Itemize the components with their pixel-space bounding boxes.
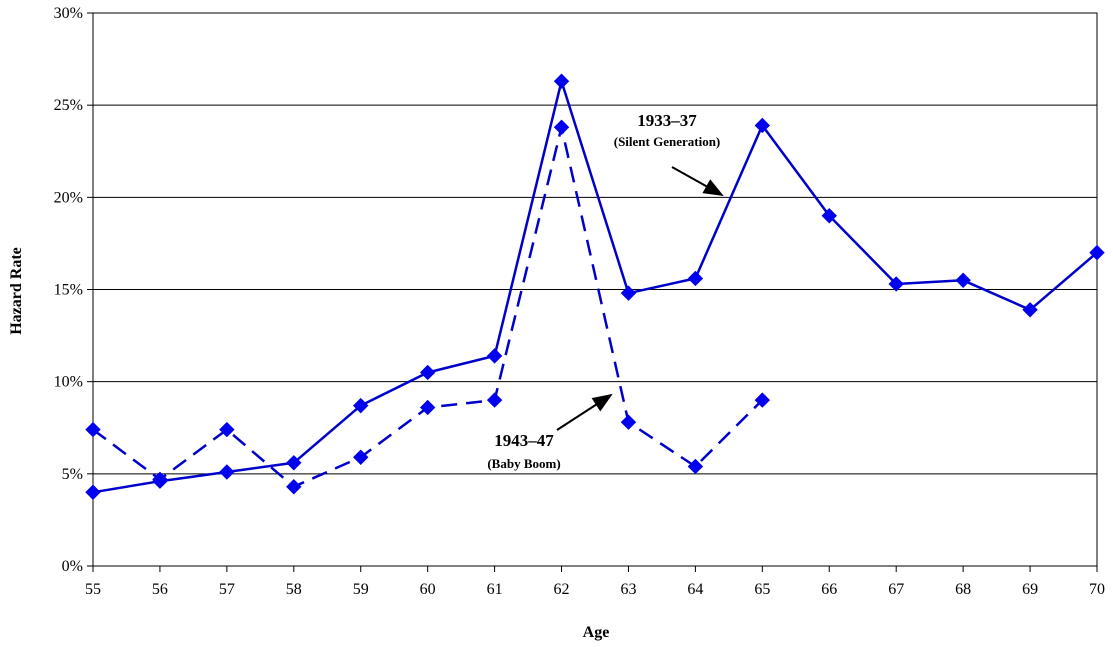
data-point-marker xyxy=(754,117,771,134)
axes xyxy=(87,12,1098,572)
x-tick-label: 55 xyxy=(85,581,101,598)
y-axis-title: Hazard Rate xyxy=(8,247,25,335)
data-point-marker xyxy=(1089,244,1105,261)
y-tick-label: 25% xyxy=(54,97,83,114)
x-tick-label: 63 xyxy=(620,581,636,598)
annotation-baby-boom-arrow xyxy=(556,393,613,431)
data-point-marker xyxy=(620,285,637,301)
data-point-marker xyxy=(419,399,436,416)
data-point-marker xyxy=(955,272,971,288)
y-tick-label: 5% xyxy=(62,466,83,483)
series-solid xyxy=(85,73,1105,500)
data-point-marker xyxy=(286,479,302,495)
x-tick-label: 67 xyxy=(888,581,904,598)
x-tick-label: 57 xyxy=(219,581,235,598)
series-line-solid xyxy=(92,79,1098,494)
x-tick-label: 59 xyxy=(353,581,369,598)
data-point-marker xyxy=(486,392,503,408)
data-point-marker xyxy=(620,414,637,430)
data-point-marker xyxy=(152,471,168,488)
x-tick-label: 69 xyxy=(1022,581,1038,598)
x-tick-label: 70 xyxy=(1089,581,1105,598)
data-point-marker xyxy=(1022,302,1038,318)
x-tick-label: 65 xyxy=(754,581,770,598)
gridlines xyxy=(93,104,1097,475)
annotation-baby-boom-label: 1943–47 xyxy=(494,431,554,450)
data-point-marker xyxy=(486,348,503,364)
data-point-marker xyxy=(821,208,837,224)
x-tick-label: 62 xyxy=(554,581,570,598)
annotation-silent-generation: 1933–37 (Silent Generation) xyxy=(614,111,724,196)
data-point-marker xyxy=(85,484,101,500)
x-tick-label: 56 xyxy=(152,581,168,598)
x-tick-label: 58 xyxy=(286,581,302,598)
series-line-dashed xyxy=(92,126,764,488)
data-point-marker xyxy=(754,392,771,408)
data-point-marker xyxy=(553,73,570,89)
x-tick-label: 68 xyxy=(955,581,971,598)
x-axis-title: Age xyxy=(583,624,610,641)
y-tick-label: 20% xyxy=(54,189,83,206)
data-point-marker xyxy=(286,455,302,471)
annotation-silent-generation-label: 1933–37 xyxy=(637,111,697,130)
x-tick-label: 66 xyxy=(821,581,837,598)
data-point-marker xyxy=(219,421,235,438)
annotation-silent-generation-arrow xyxy=(671,166,724,196)
series-group xyxy=(85,73,1105,500)
data-point-marker xyxy=(353,449,369,465)
data-point-marker xyxy=(85,421,101,438)
data-point-marker xyxy=(553,119,570,135)
tick-labels: 0% 5% 10% 15% 20% 25% 30% 55 56 57 58 59 60 61 62 63 64 6… xyxy=(54,5,1105,598)
data-point-marker xyxy=(419,364,436,381)
data-point-marker xyxy=(687,458,704,475)
annotation-baby-boom: 1943–47 (Baby Boom) xyxy=(487,393,613,471)
y-tick-label: 0% xyxy=(62,558,83,575)
y-tick-label: 10% xyxy=(54,374,83,391)
data-point-marker xyxy=(687,270,704,287)
data-point-marker xyxy=(219,464,235,480)
annotation-silent-generation-sublabel: (Silent Generation) xyxy=(614,134,721,149)
annotation-baby-boom-sublabel: (Baby Boom) xyxy=(487,456,560,471)
data-point-marker xyxy=(353,397,369,414)
y-tick-label: 15% xyxy=(54,282,83,299)
data-point-marker xyxy=(888,276,904,292)
x-tick-label: 61 xyxy=(487,581,503,598)
y-tick-label: 30% xyxy=(54,5,83,22)
x-tick-label: 60 xyxy=(420,581,436,598)
series-dashed xyxy=(85,119,771,495)
x-tick-label: 64 xyxy=(687,581,703,598)
